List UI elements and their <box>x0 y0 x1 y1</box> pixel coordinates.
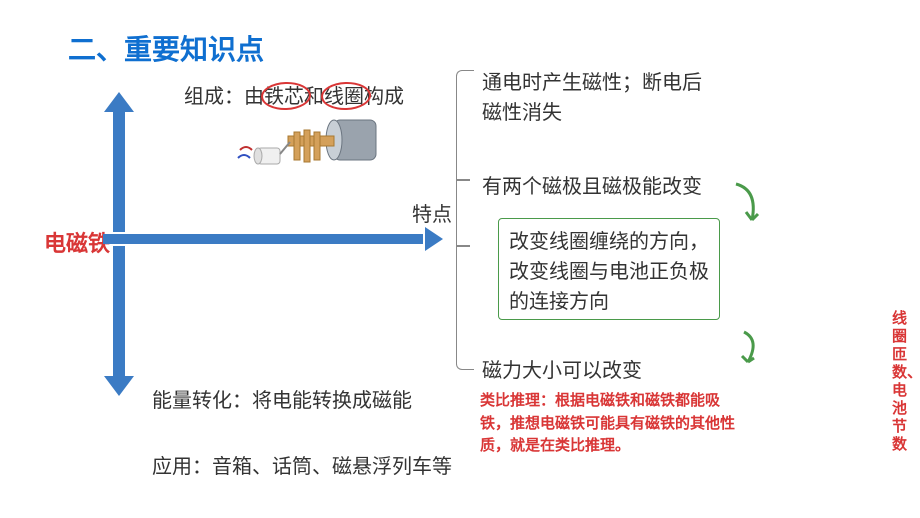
green-curved-arrow-2 <box>732 328 764 368</box>
energy-conversion-text: 能量转化：将电能转换成磁能 <box>152 386 412 416</box>
feature-2: 有两个磁极且磁极能改变 <box>482 172 732 202</box>
arrow-right <box>103 232 443 246</box>
electromagnet-label: 电磁铁 <box>44 226 110 258</box>
features-label: 特点 <box>412 198 452 227</box>
feature-1: 通电时产生磁性；断电后磁性消失 <box>482 68 712 128</box>
composition-text: 组成：由铁芯和线圈构成 <box>184 82 404 112</box>
comp-prefix: 组成：由 <box>184 86 264 108</box>
side-note: 线圈匝数、电池节数 <box>892 310 910 454</box>
arrow-up <box>110 92 128 232</box>
iron-core-circled: 铁芯 <box>264 82 304 112</box>
green-curved-arrow-1 <box>732 180 764 228</box>
applications-text: 应用：音箱、话筒、磁悬浮列车等 <box>152 452 452 482</box>
section-title: 二、重要知识点 <box>68 28 264 68</box>
coil-circled: 线圈 <box>324 82 364 112</box>
arrow-down <box>110 246 128 396</box>
feature-bracket <box>456 70 474 370</box>
feature-4: 磁力大小可以改变 <box>482 356 702 386</box>
analogy-note: 类比推理：根据电磁铁和磁铁都能吸铁，推想电磁铁可能具有磁铁的其他性质，就是在类比… <box>480 390 748 458</box>
feature-3-box: 改变线圈缠绕的方向，改变线圈与电池正负极的连接方向 <box>498 218 720 320</box>
motor-illustration <box>232 112 392 194</box>
